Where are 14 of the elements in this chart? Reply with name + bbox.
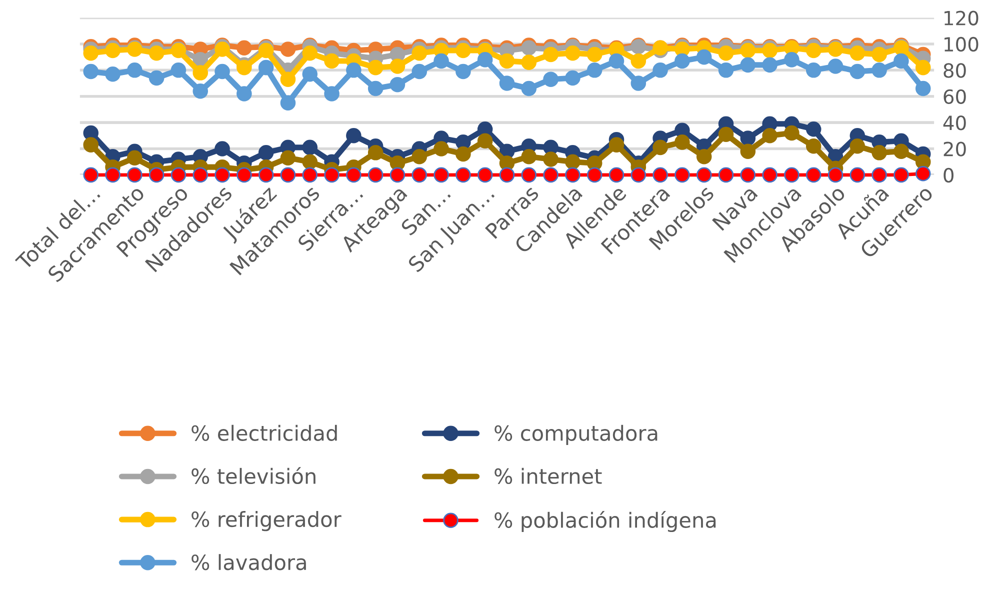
legend-label: % computadora [494, 424, 658, 446]
y-tick-label: 100 [944, 36, 978, 52]
legend-label: % televisión [192, 467, 316, 484]
y-tick-label: 0 [944, 168, 954, 183]
legend-label: % electricidad [192, 424, 337, 441]
legend-label: % refrigerador [192, 511, 342, 532]
legend-label: % lavadora [192, 554, 306, 570]
y-tick-label: 60 [944, 89, 966, 104]
legend-label: % población indígena [494, 511, 716, 532]
y-tick-label: 80 [944, 63, 966, 78]
y-tick-label: 20 [944, 142, 966, 156]
y-tick-label: 40 [943, 116, 966, 130]
y-tick-label: 120 [944, 10, 978, 26]
legend-label: % internet [494, 468, 602, 484]
